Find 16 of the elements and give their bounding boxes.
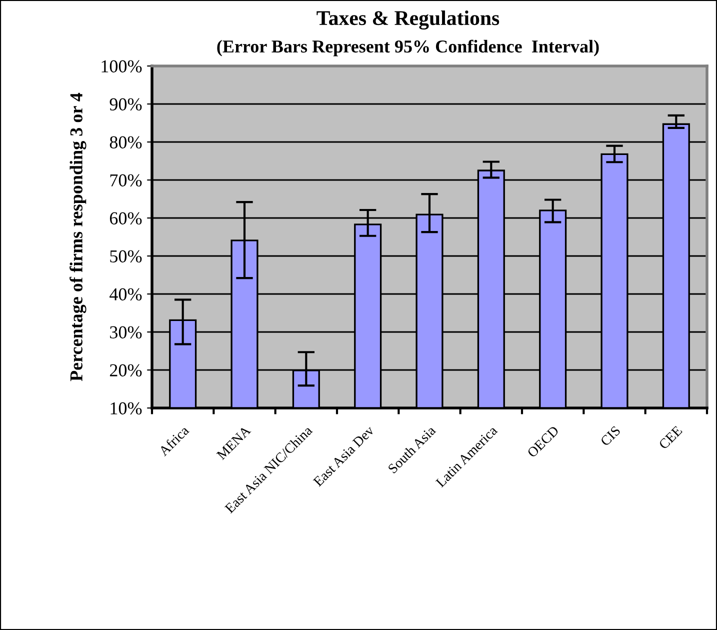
y-axis-title: Percentage of firms responding 3 or 4 [70,92,86,382]
y-tick-label: 90% [110,98,142,110]
y-tick-label: 30% [110,326,142,338]
y-tick-label: 100% [102,60,142,72]
chart-title: Taxes & Regulations [316,10,500,30]
y-tick-label: 80% [110,136,142,148]
y-tick-label: 60% [110,212,142,224]
y-tick-label: 10% [110,402,142,414]
y-tick-label: 40% [110,288,142,300]
x-tick-label: East Asia Dev [312,424,375,487]
y-tick-label: 70% [110,174,142,186]
x-tick-label: CIS [600,426,621,446]
chart-subtitle: (Error Bars Represent 95% Confidence Interval) [217,40,599,56]
y-tick-label: 50% [110,250,142,262]
y-tick-label: 20% [110,364,142,376]
x-tick-label: CEE [658,425,683,450]
